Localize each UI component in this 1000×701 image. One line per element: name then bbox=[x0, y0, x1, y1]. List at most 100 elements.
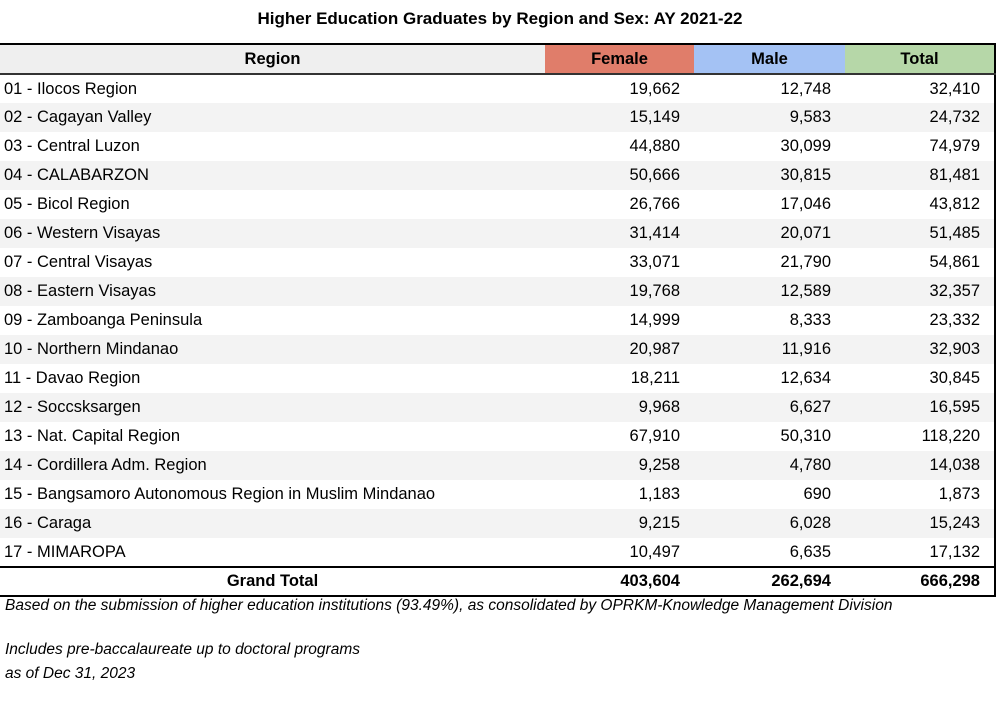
cell-female: 33,071 bbox=[629, 253, 680, 271]
cell-region: 06 - Western Visayas bbox=[0, 219, 545, 248]
table-row: 12 - Soccsksargen 9,968 6,627 16,595 bbox=[0, 393, 995, 422]
table-row: 13 - Nat. Capital Region 67,910 50,310 118,… bbox=[0, 422, 995, 451]
cell-male: 30,815 bbox=[694, 161, 845, 190]
cell-female: 9,258 bbox=[545, 451, 694, 480]
date-note: as of Dec 31, 2023 bbox=[5, 665, 136, 682]
column-header-region: Region bbox=[0, 43, 545, 75]
cell-male: 6,635 bbox=[789, 542, 831, 561]
cell-total: 81,481 bbox=[845, 161, 995, 190]
cell-male: 9,583 bbox=[694, 103, 845, 132]
cell-male: 4,780 bbox=[694, 451, 845, 480]
table-row: 04 - CALABARZON 50,666 30,815 81,481 bbox=[0, 161, 995, 190]
cell-male: 690 bbox=[803, 485, 831, 503]
cell-female: 31,414 bbox=[545, 219, 694, 248]
cell-total: 32,903 bbox=[845, 335, 995, 364]
column-header-male: Male bbox=[694, 43, 845, 75]
cell-female: 19,768 bbox=[545, 277, 694, 306]
cell-female: 20,987 bbox=[545, 335, 694, 364]
cell-region: 03 - Central Luzon bbox=[4, 137, 140, 155]
cell-total: 32,410 bbox=[929, 79, 980, 98]
cell-total: 24,732 bbox=[845, 103, 995, 132]
grand-total-male: 262,694 bbox=[694, 566, 845, 597]
cell-female: 15,149 bbox=[545, 103, 694, 132]
table-row: 09 - Zamboanga Peninsula 14,999 8,333 23,33… bbox=[0, 306, 995, 335]
cell-region: 17 - MIMAROPA bbox=[4, 542, 126, 561]
source-note: Based on the submission of higher educat… bbox=[5, 597, 893, 614]
cell-region: 12 - Soccsksargen bbox=[0, 393, 545, 422]
table-row: 08 - Eastern Visayas 19,768 12,589 32,357 bbox=[0, 277, 995, 306]
table-row: 14 - Cordillera Adm. Region 9,258 4,780 14,… bbox=[0, 451, 995, 480]
grand-total-female: 403,604 bbox=[545, 566, 694, 597]
cell-region: 10 - Northern Mindanao bbox=[0, 335, 545, 364]
cell-male: 6,028 bbox=[694, 509, 845, 538]
grand-total-label: Grand Total bbox=[0, 566, 545, 597]
cell-total: 74,979 bbox=[929, 137, 980, 155]
cell-region: 04 - CALABARZON bbox=[0, 161, 545, 190]
cell-total: 17,132 bbox=[929, 542, 980, 561]
cell-female: 9,968 bbox=[545, 393, 694, 422]
cell-male: 50,310 bbox=[780, 427, 831, 445]
cell-female: 19,662 bbox=[629, 79, 680, 98]
header-row: Region Female Male Total bbox=[0, 43, 995, 75]
table-row: 17 - MIMAROPA 10,497 6,635 17,132 bbox=[0, 538, 995, 567]
cell-female: 67,910 bbox=[629, 427, 680, 445]
cell-female: 10,497 bbox=[629, 542, 680, 561]
cell-total: 32,357 bbox=[845, 277, 995, 306]
cell-region: 13 - Nat. Capital Region bbox=[4, 427, 181, 445]
cell-region: 09 - Zamboanga Peninsula bbox=[4, 311, 203, 329]
table-row: 03 - Central Luzon 44,880 30,099 74,979 bbox=[0, 132, 995, 161]
cell-female: 14,999 bbox=[629, 311, 680, 329]
cell-male: 20,071 bbox=[694, 219, 845, 248]
table-row: 02 - Cagayan Valley 15,149 9,583 24,732 bbox=[0, 103, 995, 132]
cell-male: 21,790 bbox=[780, 253, 831, 271]
cell-male: 12,634 bbox=[780, 369, 831, 387]
cell-male: 30,099 bbox=[780, 137, 831, 155]
table-row: 10 - Northern Mindanao 20,987 11,916 32,903 bbox=[0, 335, 995, 364]
cell-female: 9,215 bbox=[545, 509, 694, 538]
table-row: 06 - Western Visayas 31,414 20,071 51,485 bbox=[0, 219, 995, 248]
cell-female: 1,183 bbox=[638, 485, 680, 503]
table-title: Higher Education Graduates by Region and… bbox=[257, 9, 743, 28]
column-header-female: Female bbox=[545, 43, 694, 75]
cell-male: 11,916 bbox=[694, 335, 845, 364]
cell-total: 30,845 bbox=[929, 369, 980, 387]
table-row: 01 - Ilocos Region 19,662 12,748 32,410 bbox=[0, 74, 995, 103]
cell-total: 16,595 bbox=[845, 393, 995, 422]
grand-total-row: Grand Total 403,604 262,694 666,298 bbox=[0, 566, 995, 597]
cell-female: 26,766 bbox=[629, 195, 680, 213]
cell-total: 14,038 bbox=[845, 451, 995, 480]
cell-female: 18,211 bbox=[630, 369, 680, 387]
cell-male: 8,333 bbox=[789, 311, 831, 329]
table-row: 07 - Central Visayas 33,071 21,790 54,861 bbox=[0, 248, 995, 277]
cell-region: 08 - Eastern Visayas bbox=[0, 277, 545, 306]
table-row: 16 - Caraga 9,215 6,028 15,243 bbox=[0, 509, 995, 538]
table-row: 11 - Davao Region 18,211 12,634 30,845 bbox=[0, 364, 995, 393]
cell-region: 15 - Bangsamoro Autonomous Region in Mus… bbox=[4, 485, 436, 503]
cell-region: 16 - Caraga bbox=[0, 509, 545, 538]
column-header-total: Total bbox=[845, 43, 995, 75]
cell-region: 02 - Cagayan Valley bbox=[0, 103, 545, 132]
cell-region: 11 - Davao Region bbox=[4, 369, 141, 387]
cell-female: 44,880 bbox=[629, 137, 680, 155]
cell-total: 15,243 bbox=[845, 509, 995, 538]
cell-total: 51,485 bbox=[845, 219, 995, 248]
table-row: 05 - Bicol Region 26,766 17,046 43,812 bbox=[0, 190, 995, 219]
cell-total: 118,220 bbox=[921, 427, 980, 445]
cell-region: 07 - Central Visayas bbox=[4, 253, 153, 271]
cell-total: 43,812 bbox=[929, 195, 980, 213]
grand-total-total: 666,298 bbox=[845, 566, 995, 597]
cell-total: 23,332 bbox=[929, 311, 980, 329]
graduates-table: Region Female Male Total 01 - Ilocos Reg… bbox=[0, 43, 996, 597]
cell-region: 01 - Ilocos Region bbox=[4, 79, 137, 98]
cell-region: 14 - Cordillera Adm. Region bbox=[0, 451, 545, 480]
table-row: 15 - Bangsamoro Autonomous Region in Mus… bbox=[0, 480, 995, 509]
cell-male: 12,748 bbox=[780, 79, 831, 98]
cell-region: 05 - Bicol Region bbox=[4, 195, 130, 213]
coverage-note: Includes pre-baccalaureate up to doctora… bbox=[5, 641, 360, 658]
cell-male: 17,046 bbox=[780, 195, 831, 213]
cell-total: 54,861 bbox=[929, 253, 980, 271]
cell-female: 50,666 bbox=[545, 161, 694, 190]
cell-total: 1,873 bbox=[938, 485, 980, 503]
cell-male: 12,589 bbox=[694, 277, 845, 306]
cell-male: 6,627 bbox=[694, 393, 845, 422]
